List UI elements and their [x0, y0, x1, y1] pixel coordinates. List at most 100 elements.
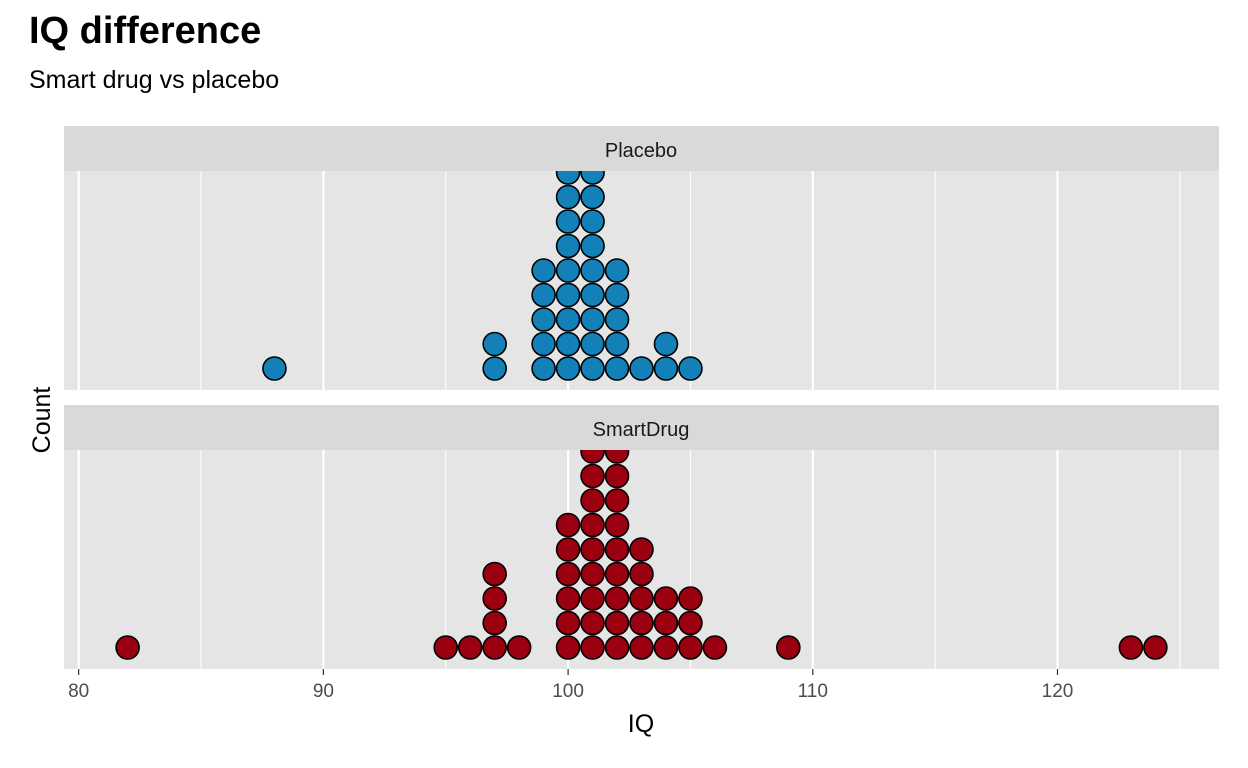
dots-smartdrug	[115, 450, 1168, 660]
dot	[580, 561, 605, 587]
dot	[604, 537, 630, 562]
x-tick-label: 110	[798, 681, 828, 702]
dot	[531, 356, 556, 381]
x-axis: 80 90 100 110 120	[68, 669, 1073, 702]
dot	[531, 282, 556, 308]
dot	[262, 356, 287, 381]
dot	[555, 171, 581, 185]
dot	[555, 635, 581, 660]
dot	[555, 282, 581, 308]
dot	[580, 331, 605, 357]
dot	[555, 356, 581, 381]
dot	[531, 331, 556, 357]
x-tick-label: 100	[552, 681, 584, 702]
dot	[433, 635, 459, 660]
strip-background-smartdrug	[64, 405, 1219, 450]
dot	[555, 586, 581, 611]
dot	[555, 610, 581, 636]
dot	[604, 586, 630, 611]
dot	[555, 209, 581, 234]
dot	[555, 331, 581, 357]
dot	[629, 610, 654, 636]
dot	[604, 463, 630, 489]
dot	[604, 488, 630, 513]
dot	[580, 184, 605, 210]
dot	[653, 635, 679, 660]
dot	[1143, 635, 1168, 660]
dot	[482, 586, 507, 611]
dot	[580, 610, 605, 636]
dot	[580, 488, 605, 513]
dot	[580, 282, 605, 308]
strip-background-placebo	[64, 126, 1219, 171]
dot	[555, 537, 581, 562]
dot	[482, 331, 507, 357]
dot	[580, 171, 605, 185]
dot	[580, 635, 605, 660]
dot	[482, 610, 507, 636]
strip-label-placebo: Placebo	[605, 140, 677, 162]
dot	[653, 356, 679, 381]
strip-label-smartdrug: SmartDrug	[593, 419, 690, 441]
x-tick-label: 90	[313, 681, 334, 702]
dot	[580, 356, 605, 381]
dot	[580, 537, 605, 562]
dot	[678, 635, 703, 660]
dot	[653, 586, 679, 611]
dot	[580, 463, 605, 489]
dot	[604, 282, 630, 308]
dot	[115, 635, 140, 660]
dot	[580, 450, 605, 464]
dot	[580, 209, 605, 234]
dot	[604, 331, 630, 357]
dot	[653, 610, 679, 636]
dot	[604, 610, 630, 636]
x-axis-title: IQ	[628, 710, 654, 738]
dot	[482, 561, 507, 587]
dot	[555, 233, 581, 259]
dot	[678, 586, 703, 611]
dot	[629, 537, 654, 562]
dot	[506, 635, 532, 660]
x-tick-label: 120	[1042, 681, 1074, 702]
dot	[555, 307, 581, 332]
dot	[776, 635, 801, 660]
dot	[629, 586, 654, 611]
dot	[604, 512, 630, 538]
chart-title: IQ difference	[29, 10, 262, 52]
dot	[580, 512, 605, 538]
dot	[482, 356, 507, 381]
panel-background-placebo	[64, 171, 1219, 390]
dot	[482, 635, 507, 660]
dots-placebo	[262, 171, 703, 381]
dot	[1118, 635, 1144, 660]
dot	[604, 307, 630, 332]
dot	[531, 258, 556, 283]
dot	[678, 610, 703, 636]
dot	[531, 307, 556, 332]
dot	[604, 561, 630, 587]
dot	[457, 635, 483, 660]
dot	[580, 586, 605, 611]
dot	[580, 258, 605, 283]
chart-subtitle: Smart drug vs placebo	[29, 66, 280, 94]
dot	[678, 356, 703, 381]
dot	[629, 635, 654, 660]
dot	[629, 356, 654, 381]
dot	[555, 258, 581, 283]
dot	[604, 635, 630, 660]
dot	[580, 307, 605, 332]
dot	[555, 184, 581, 210]
y-axis-title: Count	[28, 387, 56, 454]
dot	[604, 356, 630, 381]
x-tick-label: 80	[68, 681, 89, 702]
dot	[629, 561, 654, 587]
dot	[604, 450, 630, 464]
dot	[555, 561, 581, 587]
dot	[653, 331, 679, 357]
gridlines-smartdrug	[77, 450, 1181, 669]
dot	[604, 258, 630, 283]
dot	[555, 512, 581, 538]
dot	[702, 635, 728, 660]
